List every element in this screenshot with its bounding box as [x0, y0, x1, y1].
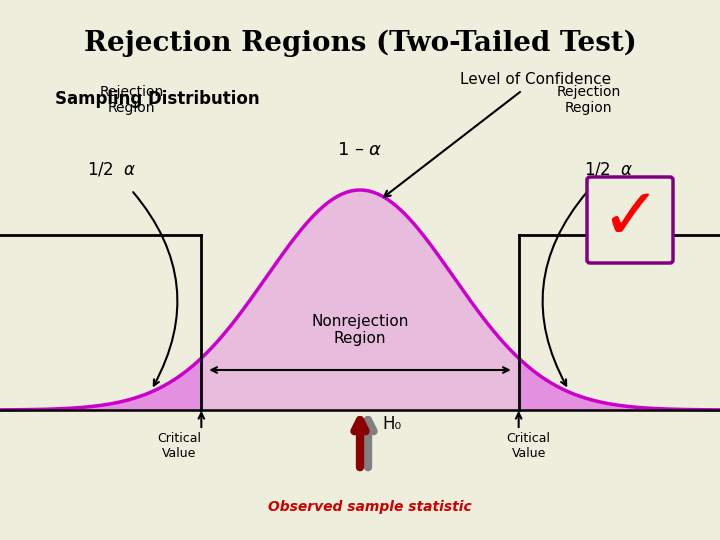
Text: Nonrejection
Region: Nonrejection Region [311, 314, 409, 346]
Text: 1/2  $\alpha$: 1/2 $\alpha$ [584, 161, 634, 179]
Text: Observed sample statistic: Observed sample statistic [268, 500, 472, 514]
Text: Critical
Value: Critical Value [507, 432, 551, 460]
Text: Rejection
Region: Rejection Region [557, 85, 621, 115]
Text: ✓: ✓ [600, 186, 660, 254]
Text: Rejection
Region: Rejection Region [99, 85, 163, 115]
Text: 1/2  $\alpha$: 1/2 $\alpha$ [86, 161, 136, 179]
Text: Sampling Distribution: Sampling Distribution [55, 90, 260, 108]
Text: 1 – $\alpha$: 1 – $\alpha$ [337, 141, 383, 159]
Text: Level of Confidence: Level of Confidence [384, 72, 611, 197]
FancyBboxPatch shape [587, 177, 673, 263]
Text: Rejection Regions (Two-Tailed Test): Rejection Regions (Two-Tailed Test) [84, 30, 636, 57]
Text: Critical
Value: Critical Value [158, 432, 202, 460]
Text: H₀: H₀ [382, 415, 401, 433]
